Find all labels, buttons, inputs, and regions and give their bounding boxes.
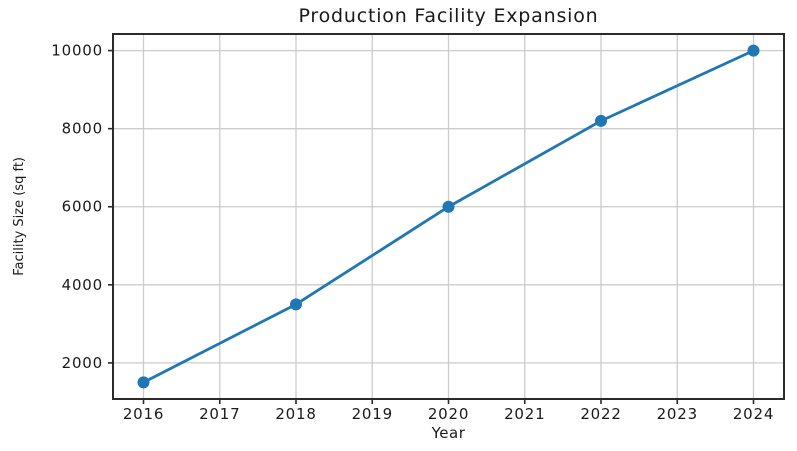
y-tick-label: 10000 (51, 42, 103, 60)
chart-title: Production Facility Expansion (298, 5, 599, 27)
y-tick-label: 4000 (62, 276, 103, 294)
y-tick-label: 2000 (62, 354, 103, 372)
data-point (595, 114, 607, 127)
y-axis-label-wrap: Facility Size (sq ft) (6, 34, 32, 399)
x-tick-label: 2020 (428, 405, 469, 423)
y-axis-label: Facility Size (sq ft) (11, 157, 27, 276)
data-point (747, 44, 760, 57)
y-tick-label: 8000 (62, 120, 103, 138)
x-axis-label: Year (431, 424, 466, 442)
data-point (290, 298, 302, 311)
data-point (442, 200, 455, 213)
x-tick-label: 2022 (580, 405, 621, 423)
x-tick-label: 2016 (123, 405, 164, 423)
x-tick-label: 2019 (352, 405, 393, 423)
x-tick-label: 2024 (733, 405, 774, 423)
data-point (137, 376, 150, 389)
x-tick-label: 2021 (504, 405, 545, 423)
x-tick-label: 2018 (275, 405, 316, 423)
x-tick-label: 2023 (657, 405, 698, 423)
y-tick-label: 6000 (62, 198, 103, 216)
x-tick-label: 2017 (199, 405, 240, 423)
